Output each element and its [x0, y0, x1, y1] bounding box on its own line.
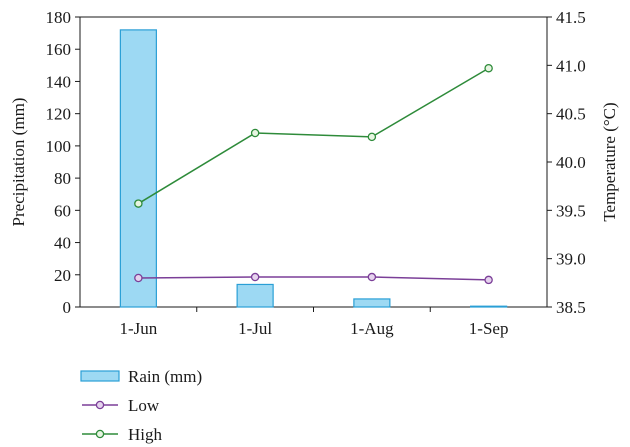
y-tick-label: 180 [46, 8, 72, 27]
high-temperature-line [137, 67, 490, 205]
x-tick-label: 1-Jun [119, 319, 157, 338]
x-tick-label: 1-Sep [469, 319, 509, 338]
y2-tick-label: 41.0 [556, 56, 586, 75]
legend-label: High [128, 425, 163, 444]
legend-item-rain-mm: Rain (mm) [80, 367, 202, 386]
rain-bars [119, 29, 508, 308]
legend: Rain (mm) Low High [80, 367, 202, 444]
legend-swatch-rain [80, 370, 120, 382]
high-temperature-point [484, 63, 493, 73]
legend-item-high: High [82, 425, 163, 444]
high-temperature-point [367, 132, 377, 142]
rain-bar [119, 29, 157, 308]
y2-axis-title: Temperature (°C) [600, 102, 619, 221]
y2-tick-label: 39.5 [556, 201, 586, 220]
rain-bar [353, 298, 391, 308]
legend-marker-low [95, 400, 105, 410]
left-axis: 0 20 40 60 80 100 120 140 160 180 [46, 8, 80, 317]
y2-tick-label: 40.5 [556, 105, 586, 124]
y-tick-label: 100 [46, 137, 72, 156]
high-temperature-point [250, 128, 260, 138]
rain-bar [470, 305, 508, 308]
temperature-lines [134, 63, 493, 285]
x-tick-label: 1-Jul [238, 319, 272, 338]
y-tick-label: 60 [54, 201, 71, 220]
y2-tick-label: 39.0 [556, 250, 586, 269]
low-temperature-line [138, 276, 489, 281]
rain-bar [236, 283, 274, 308]
low-temperature-point [484, 275, 493, 285]
legend-item-low: Low [82, 396, 160, 415]
high-temperature-point [134, 199, 143, 208]
y-tick-label: 120 [46, 105, 72, 124]
y-tick-label: 80 [54, 169, 71, 188]
low-temperature-point [367, 272, 377, 282]
x-axis: 1-Jun 1-Jul 1-Aug 1-Sep [119, 307, 508, 338]
legend-label: Low [128, 396, 160, 415]
y-axis-title: Precipitation (mm) [9, 98, 28, 227]
right-axis: 38.5 39.0 39.5 40.0 40.5 41.0 41.5 [547, 8, 586, 317]
y-tick-label: 160 [46, 40, 72, 59]
y-tick-label: 20 [54, 266, 71, 285]
y2-tick-label: 41.5 [556, 8, 586, 27]
x-tick-label: 1-Aug [350, 319, 394, 338]
legend-marker-high [95, 429, 105, 439]
low-temperature-point [134, 273, 143, 283]
y-tick-label: 140 [46, 72, 72, 91]
y2-tick-label: 38.5 [556, 298, 586, 317]
y2-tick-label: 40.0 [556, 153, 586, 172]
legend-label: Rain (mm) [128, 367, 202, 386]
y-tick-label: 0 [63, 298, 72, 317]
y-tick-label: 40 [54, 234, 71, 253]
low-temperature-point [250, 272, 260, 282]
